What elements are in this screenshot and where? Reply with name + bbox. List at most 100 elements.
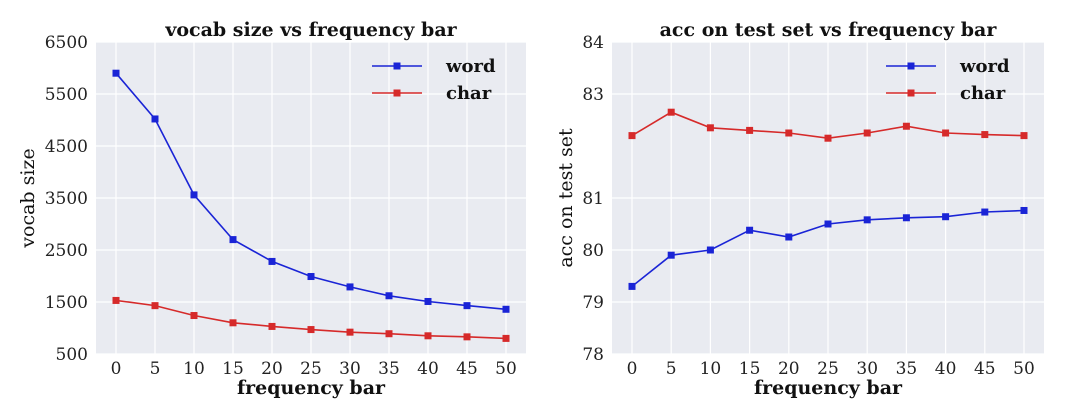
data-point-char	[981, 131, 989, 139]
y-tick-label: 4500	[45, 137, 88, 157]
data-point-char	[463, 333, 471, 341]
x-ticks: 0 5 10 15 20 25 30 35 40 45 50	[111, 359, 517, 379]
x-axis-label: frequency bar	[237, 377, 386, 399]
data-point-char	[151, 302, 159, 310]
x-ticks: 0 5 10 15 20 25 30 35 40 45 50	[627, 359, 1035, 379]
x-tick-label: 0	[627, 359, 638, 379]
data-point-word	[346, 283, 354, 291]
x-tick-label: 15	[222, 359, 244, 379]
data-point-word	[307, 273, 315, 281]
y-axis-label: acc on test set	[555, 128, 577, 268]
data-point-char	[1020, 132, 1028, 140]
data-point-word	[424, 297, 432, 305]
y-tick-label: 2500	[45, 241, 88, 261]
data-point-char	[229, 319, 237, 327]
data-point-word	[385, 292, 393, 300]
x-tick-label: 5	[150, 359, 161, 379]
data-point-word	[706, 246, 714, 254]
data-point-char	[628, 132, 636, 140]
y-tick-label: 3500	[45, 189, 88, 209]
y-axis-label: vocab size	[17, 148, 39, 248]
data-point-word	[151, 115, 159, 123]
legend-marker-char	[907, 89, 915, 97]
legend-label-word: word	[445, 56, 496, 77]
legend-marker-word	[393, 62, 401, 70]
y-tick-label: 80	[582, 241, 604, 261]
x-tick-label: 20	[261, 359, 283, 379]
accuracy-chart: 78 79 80 81 83 84 0 5 10 15 20 25 30 35 40 45 50 word ch…	[555, 19, 1044, 399]
chart-title: vocab size vs frequency bar	[164, 19, 457, 41]
x-tick-label: 50	[1013, 359, 1035, 379]
legend-label-char: char	[960, 83, 1006, 104]
data-point-word	[502, 305, 510, 313]
x-tick-label: 10	[700, 359, 722, 379]
data-point-char	[902, 122, 910, 130]
chart-title: acc on test set vs frequency bar	[660, 19, 998, 41]
data-point-word	[863, 216, 871, 224]
y-tick-label: 78	[582, 345, 604, 365]
y-tick-label: 84	[582, 33, 604, 53]
data-point-char	[824, 134, 832, 142]
data-point-word	[942, 213, 950, 221]
data-point-char	[706, 124, 714, 132]
y-ticks: 78 79 80 81 83 84	[582, 33, 604, 365]
legend-label-word: word	[959, 56, 1010, 77]
y-tick-label: 83	[582, 85, 604, 105]
vocab-size-chart: 500 1500 2500 3500 4500 5500 6500 0 5 10 15 20 25 30…	[17, 19, 526, 399]
data-point-word	[112, 69, 120, 77]
x-tick-label: 35	[896, 359, 918, 379]
x-tick-label: 30	[339, 359, 361, 379]
legend-marker-word	[907, 62, 915, 70]
data-point-word	[268, 257, 276, 265]
legend: word char	[886, 56, 1010, 104]
series	[112, 69, 510, 342]
data-point-char	[502, 334, 510, 342]
legend: word char	[372, 56, 496, 104]
x-tick-label: 40	[417, 359, 439, 379]
data-point-char	[667, 108, 675, 116]
data-point-char	[385, 330, 393, 338]
x-tick-label: 30	[856, 359, 878, 379]
data-point-char	[190, 312, 198, 320]
data-point-word	[785, 233, 793, 241]
data-point-word	[190, 191, 198, 199]
y-tick-label: 5500	[45, 85, 88, 105]
y-tick-label: 500	[56, 345, 88, 365]
x-tick-label: 0	[111, 359, 122, 379]
data-point-char	[424, 332, 432, 340]
data-point-char	[307, 326, 315, 334]
x-axis-label: frequency bar	[754, 377, 903, 399]
data-point-char	[942, 129, 950, 137]
legend-label-char: char	[446, 83, 492, 104]
grid	[612, 41, 1044, 355]
x-tick-label: 40	[935, 359, 957, 379]
data-point-word	[229, 236, 237, 244]
data-point-word	[628, 282, 636, 290]
legend-marker-char	[393, 89, 401, 97]
y-tick-label: 1500	[45, 293, 88, 313]
data-point-char	[268, 322, 276, 330]
x-tick-label: 25	[300, 359, 322, 379]
data-point-word	[1020, 206, 1028, 214]
y-ticks: 500 1500 2500 3500 4500 5500 6500	[45, 33, 88, 365]
data-point-word	[463, 302, 471, 310]
data-point-word	[824, 220, 832, 228]
data-point-word	[667, 251, 675, 259]
x-tick-label: 10	[183, 359, 205, 379]
data-point-word	[746, 226, 754, 234]
x-tick-label: 15	[739, 359, 761, 379]
data-point-char	[112, 296, 120, 304]
data-point-word	[902, 214, 910, 222]
x-tick-label: 45	[456, 359, 478, 379]
data-point-char	[785, 129, 793, 137]
data-point-char	[863, 129, 871, 137]
x-tick-label: 5	[666, 359, 677, 379]
x-tick-label: 45	[974, 359, 996, 379]
series	[628, 108, 1028, 290]
y-tick-label: 81	[582, 189, 604, 209]
data-point-word	[981, 208, 989, 216]
y-tick-label: 6500	[45, 33, 88, 53]
data-point-char	[746, 126, 754, 134]
x-tick-label: 20	[778, 359, 800, 379]
